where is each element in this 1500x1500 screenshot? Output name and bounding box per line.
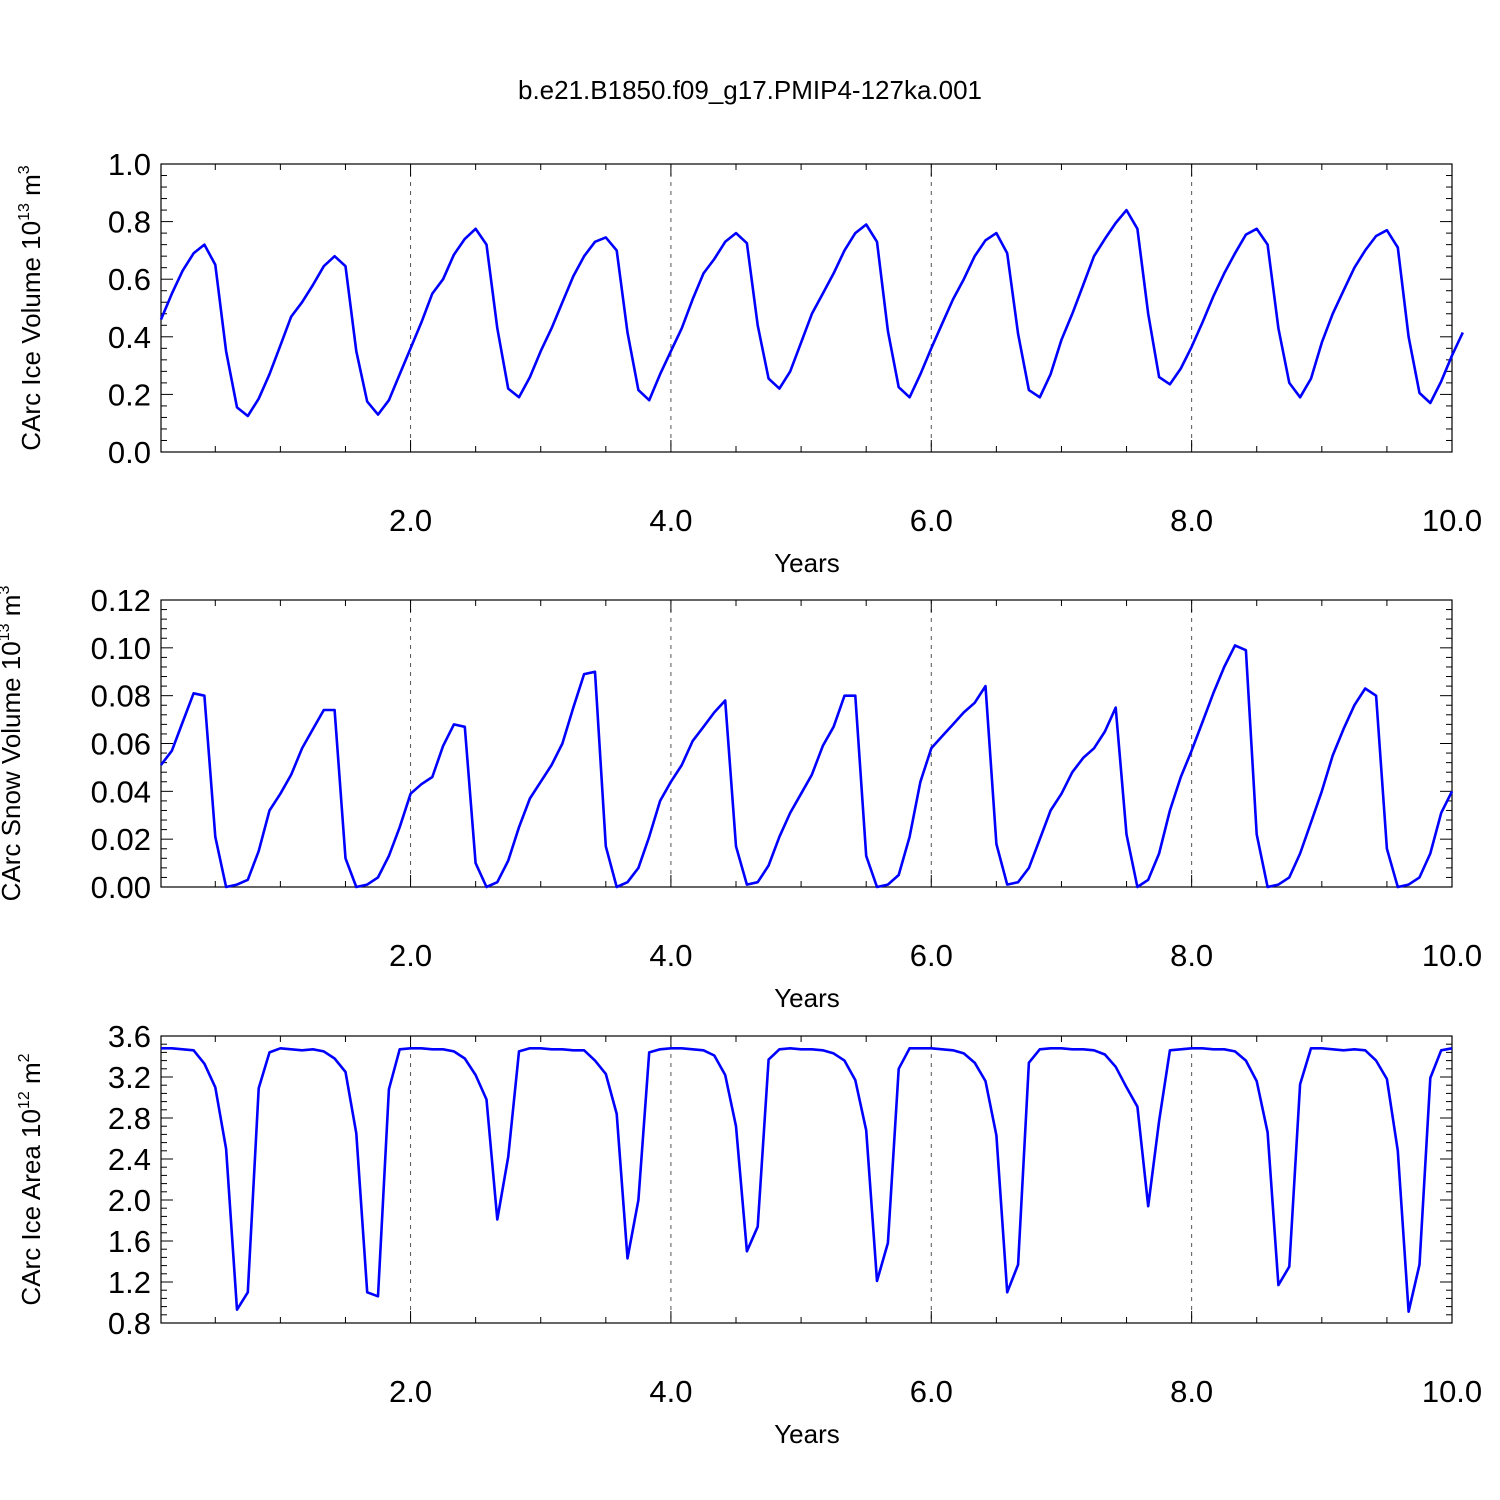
x-tick-label: 8.0 [1170,938,1213,973]
x-tick-label: 2.0 [389,938,432,973]
x-tick-label: 6.0 [910,503,953,538]
y-tick-label: 0.06 [91,727,151,762]
x-tick-label: 2.0 [389,1374,432,1409]
x-axis-label: Years [774,1419,840,1449]
y-tick-label: 0.02 [91,822,151,857]
y-tick-label: 0.6 [108,262,151,297]
y-tick-label: 0.8 [108,205,151,240]
x-tick-label: 4.0 [649,1374,692,1409]
y-axis-label-sup: 3 [16,165,33,174]
y-axis-label-sup: 2 [16,1053,33,1062]
y-tick-label: 2.0 [108,1183,151,1218]
x-tick-label: 6.0 [910,1374,953,1409]
x-tick-label: 4.0 [649,938,692,973]
x-tick-label: 10.0 [1422,503,1482,538]
y-tick-label: 0.8 [108,1306,151,1341]
y-tick-label: 0.2 [108,377,151,412]
series-line-1 [159,644,1454,889]
x-tick-label: 8.0 [1170,1374,1213,1409]
plot-frame [160,1035,1453,1324]
y-tick-label: 0.4 [108,320,151,355]
y-tick-label: 0.10 [91,631,151,666]
x-tick-label: 6.0 [910,938,953,973]
y-axis-label-part: CArc Ice Area 10 [16,1109,46,1306]
x-tick-label: 4.0 [649,503,692,538]
y-axis-label-part: CArc Snow Volume 10 [0,641,26,901]
y-tick-label: 2.8 [108,1101,151,1136]
chart-panel-3: 0.8 1.2 1.6 2.0 2.4 2.8 3.2 3.6 2.0 4.0 6.0 8.0 10.0… [16,1019,1482,1449]
x-tick-label: 8.0 [1170,503,1213,538]
series-line-1 [161,1047,1453,1313]
y-axis-label: CArc Snow Volume 1013 m3 [0,586,26,902]
y-axis-label-sup: 3 [0,586,13,595]
y-axis-label-part: CArc Ice Volume 10 [16,221,46,451]
chart-panel-2: 0.00 0.02 0.04 0.06 0.08 0.10 0.12 2.0 4.0 6.0 8.0… [0,583,1482,1013]
y-axis-label: CArc Ice Volume 1013 m3 [16,165,46,450]
y-tick-label: 1.2 [108,1265,151,1300]
figure-title: b.e21.B1850.f09_g17.PMIP4-127ka.001 [518,75,982,105]
x-tick-label: 10.0 [1422,1374,1482,1409]
chart-panel-1: 0.0 0.2 0.4 0.6 0.8 1.0 2.0 4.0 6.0 8.0 10.0 Years C… [16,147,1482,578]
y-axis-label-part: m [16,174,46,203]
y-axis-label: CArc Ice Area 1012 m2 [16,1053,46,1305]
x-tick-label: 2.0 [389,503,432,538]
y-axis-label-part: m [0,595,26,624]
x-axis-label: Years [774,983,840,1013]
y-axis-label-part: m [16,1062,46,1091]
y-tick-label: 0.0 [108,435,151,470]
y-axis-label-sup: 13 [0,623,13,641]
y-tick-label: 0.04 [91,774,151,809]
y-tick-label: 3.6 [108,1019,151,1054]
plot-frame [160,163,1453,453]
y-tick-label: 1.6 [108,1224,151,1259]
y-tick-label: 1.0 [108,147,151,182]
plot-frame [160,599,1453,888]
y-tick-label: 0.08 [91,679,151,714]
y-axis-label-sup: 13 [16,203,33,221]
x-tick-label: 10.0 [1422,938,1482,973]
y-tick-label: 3.2 [108,1060,151,1095]
y-tick-label: 0.12 [91,583,151,618]
panels: 0.0 0.2 0.4 0.6 0.8 1.0 2.0 4.0 6.0 8.0 10.0 Years C… [0,147,1482,1449]
x-axis-label: Years [774,548,840,578]
y-tick-label: 2.4 [108,1142,151,1177]
y-axis-label-sup: 12 [16,1091,33,1109]
y-tick-label: 0.00 [91,870,151,905]
series-line-1 [159,208,1464,418]
